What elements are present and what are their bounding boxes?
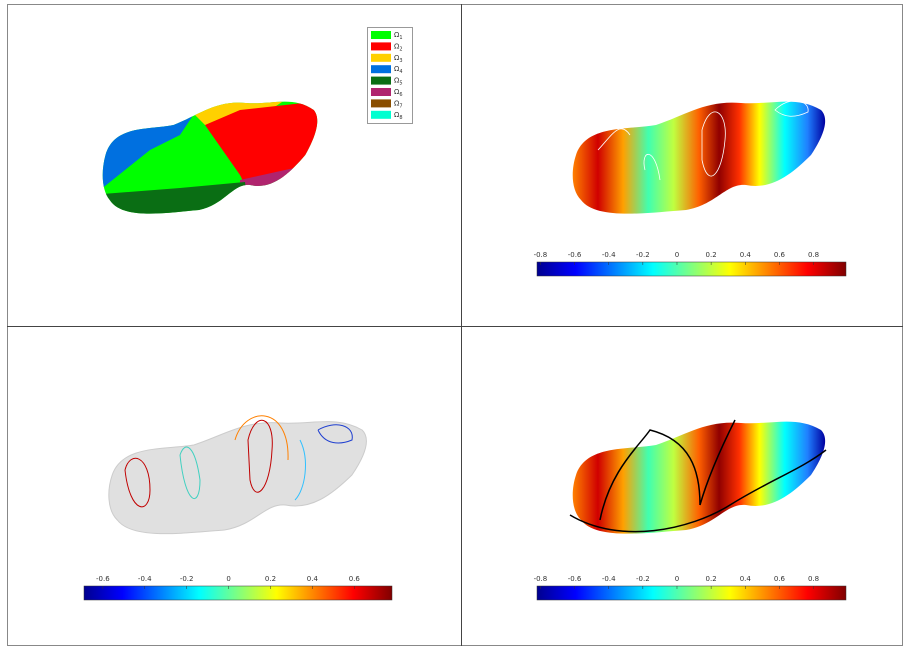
legend-symbol: Ω: [394, 31, 400, 39]
colorbar-tick-label: -0.8: [534, 251, 548, 259]
legend-symbol: Ω: [394, 111, 400, 119]
colorbar-tick-label: -0.2: [180, 575, 194, 583]
colorbar-tick-label: -0.4: [138, 575, 152, 583]
legend-symbol: Ω: [394, 77, 400, 85]
colorbar-tick-label: -0.4: [602, 251, 616, 259]
legend-symbol: Ω: [394, 42, 400, 50]
jet-surface-with-curves: [569, 419, 827, 534]
colorbar-tick-label: 0.8: [808, 251, 819, 259]
legend-label: Ω6: [394, 88, 403, 98]
colorbar-tick-label: 0.6: [774, 251, 786, 259]
legend-symbol: Ω: [394, 99, 400, 107]
colorbar-tick-label: 0: [675, 575, 679, 583]
colorbar-tick-label: 0.4: [307, 575, 319, 583]
colorbar: [536, 585, 847, 601]
legend-swatch: [371, 88, 391, 96]
legend-symbol: Ω: [394, 88, 400, 96]
legend-label: Ω3: [394, 54, 403, 64]
colorbar-tick-label: -0.6: [568, 575, 582, 583]
panel-frames: [7, 4, 903, 646]
legend-subscript: 2: [399, 46, 402, 52]
colorbar-tick-label: 0: [226, 575, 230, 583]
colorbar-tick-label: -0.6: [96, 575, 110, 583]
colorbar-tick-label: 0.4: [740, 575, 752, 583]
legend-subscript: 4: [399, 69, 402, 75]
colorbar-tick-label: 0.4: [740, 251, 752, 259]
colorbar: [83, 585, 393, 601]
colorbar-tick-label: 0.8: [808, 575, 819, 583]
colorbar-tick-label: -0.2: [636, 251, 650, 259]
colorbar-tick-label: 0: [675, 251, 679, 259]
legend-swatch: [371, 53, 391, 62]
colorbar-tick-label: -0.4: [602, 575, 616, 583]
legend-swatch: [371, 42, 391, 51]
legend-subscript: 5: [399, 81, 402, 87]
legend-label: Ω4: [394, 65, 403, 75]
legend-subscript: 1: [399, 35, 402, 41]
legend-swatch: [371, 76, 391, 85]
legend-subscript: 8: [399, 115, 402, 121]
legend-subscript: 7: [399, 103, 402, 109]
legend-swatch: [371, 65, 391, 74]
legend-subscript: 6: [399, 92, 402, 98]
jet-surface: [572, 100, 826, 214]
colorbar-tick-label: -0.6: [568, 251, 582, 259]
legend-symbol: Ω: [394, 54, 400, 62]
legend-swatch: [371, 99, 391, 108]
legend-label: Ω5: [394, 77, 403, 87]
colorbar-tick-label: 0.2: [706, 251, 717, 259]
colorbar: [536, 261, 847, 277]
colorbar-tick-label: 0.6: [349, 575, 361, 583]
colorbar-tick-label: 0.6: [774, 575, 786, 583]
legend-swatch: [371, 110, 391, 119]
colorbar-tick-label: -0.2: [636, 575, 650, 583]
legend-label: Ω1: [394, 31, 403, 41]
contour-surface: [108, 415, 367, 535]
colorbar-tick-label: -0.8: [534, 575, 548, 583]
legend-label: Ω2: [394, 42, 403, 52]
legend-swatch: [371, 31, 391, 39]
legend-label: Ω7: [394, 99, 403, 109]
partition-surface: [102, 101, 318, 214]
legend-label: Ω8: [394, 111, 403, 121]
colorbar-tick-label: 0.2: [706, 575, 717, 583]
legend-symbol: Ω: [394, 65, 400, 73]
legend-subscript: 3: [399, 58, 402, 64]
colorbar-tick-label: 0.2: [265, 575, 276, 583]
